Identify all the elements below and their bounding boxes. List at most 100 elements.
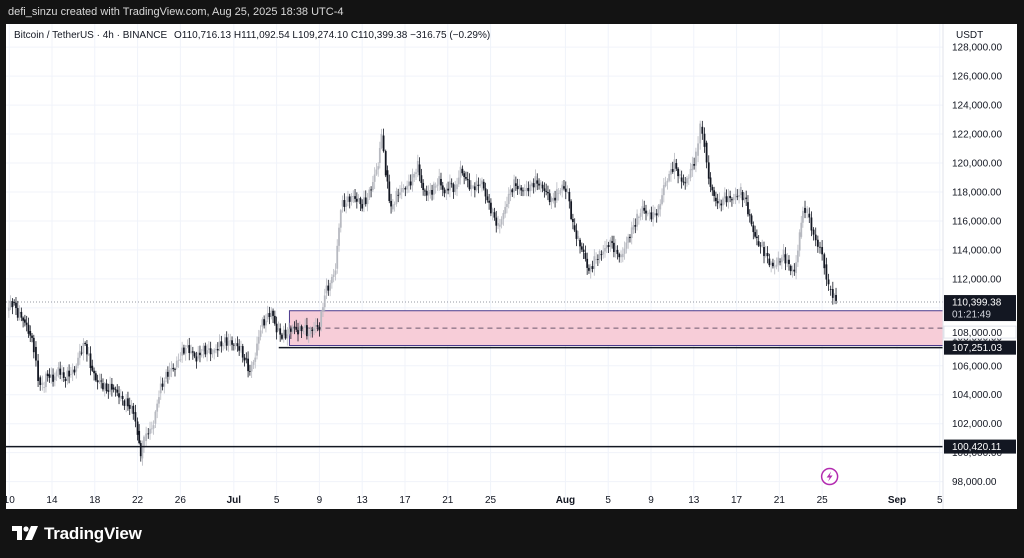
candle-body [69, 374, 72, 375]
candle-body [161, 383, 164, 387]
candle-body [15, 302, 17, 309]
candle-body [145, 433, 148, 442]
candle-body [154, 411, 157, 424]
x-tick-label: 9 [648, 495, 654, 506]
candle-body [390, 200, 392, 207]
candle-body [268, 313, 271, 318]
candle-body [177, 360, 180, 362]
candle-body [621, 253, 624, 258]
candle-body [752, 225, 755, 233]
candle-body [711, 186, 714, 191]
candle-body [507, 193, 510, 204]
author-caption: defi_sinzu created with TradingView.com,… [8, 6, 344, 18]
candle-body [550, 198, 553, 203]
candle-body [128, 404, 131, 409]
candle-body [23, 319, 26, 323]
candle-body [105, 383, 108, 392]
candle-body [757, 241, 760, 246]
candle-body [304, 325, 307, 329]
candle-body [798, 232, 801, 251]
candle-body [89, 353, 92, 368]
candle-body [768, 258, 771, 266]
brand[interactable]: TradingView [12, 523, 142, 545]
candle-body [821, 247, 824, 255]
candle-body [322, 307, 324, 312]
candle-body [438, 176, 441, 185]
candle-body [263, 319, 266, 326]
candle-body [593, 256, 596, 269]
candle-body [279, 328, 282, 335]
candle-body [595, 259, 597, 261]
candle-body [364, 197, 367, 205]
candle-body [297, 329, 299, 335]
candle-body [248, 371, 251, 372]
candle-body [495, 217, 498, 226]
y-tick-label: 114,000.00 [952, 245, 1002, 256]
candle-body [284, 329, 287, 339]
candle-body [395, 190, 398, 204]
y-tick-label: 98,000.00 [952, 477, 997, 488]
candle-body [240, 346, 242, 347]
candle-body [391, 204, 394, 210]
candle-body [147, 433, 150, 435]
candle-body [175, 360, 178, 368]
candle-body [686, 178, 688, 184]
candle-body [338, 227, 340, 246]
candle-body [416, 160, 419, 173]
candle-body [121, 395, 124, 399]
candle-body [18, 311, 21, 314]
candle-body [573, 225, 576, 231]
candle-body [441, 185, 444, 190]
candle-body [598, 250, 601, 260]
candle-body [720, 203, 723, 206]
x-tick-label: 21 [442, 495, 454, 506]
candle-body [657, 205, 660, 216]
candle-body [477, 184, 480, 186]
currency-label[interactable]: USDT [956, 30, 983, 41]
candlestick-chart[interactable]: 98,000.00100,000.00102,000.00104,000.001… [6, 24, 1017, 509]
candle-body [188, 345, 191, 354]
candle-body [132, 405, 135, 414]
candle-body [729, 195, 732, 199]
symbol-legend[interactable]: Bitcoin / TetherUS · 4h · BINANCE [14, 30, 168, 41]
time-axis[interactable]: 10 14 18 22 26 Jul 5 9 13 17 21 25 Aug 5 9 13 17 21 25 Sep 5 [6, 495, 943, 506]
candle-body [45, 373, 47, 388]
candle-body [812, 229, 815, 235]
x-tick-label: 14 [46, 495, 58, 506]
candle-body [116, 389, 119, 393]
candle-body [57, 367, 60, 372]
candle-body [705, 142, 708, 163]
candle-body [786, 259, 789, 264]
candle-body [490, 202, 492, 214]
candle-body [339, 210, 342, 228]
y-tick-label: 120,000.00 [952, 159, 1002, 170]
candle-body [64, 378, 67, 381]
x-tick-label: 5 [937, 495, 943, 506]
candle-body [68, 370, 71, 377]
candle-body [281, 334, 283, 339]
candle-body [93, 370, 95, 374]
candle-body [788, 259, 790, 265]
candle-body [136, 421, 139, 435]
candle-body [112, 387, 115, 390]
candle-body [382, 135, 385, 152]
candle-body [703, 133, 706, 147]
candle-body [541, 184, 544, 189]
candle-body [273, 315, 276, 324]
candle-body [445, 188, 448, 194]
y-tick-label: 106,000.00 [952, 361, 1002, 372]
lightning-circle-icon[interactable] [820, 467, 839, 486]
candle-body [397, 194, 400, 196]
x-tick-label: 13 [357, 495, 369, 506]
candle-body [334, 270, 337, 275]
candle-body [399, 192, 401, 196]
candle-body [536, 180, 539, 184]
candle-body [134, 412, 137, 422]
candle-body [682, 181, 685, 183]
candle-body [200, 354, 203, 356]
candle-body [714, 197, 717, 202]
candle-body [420, 175, 423, 183]
chart-panel[interactable]: 98,000.00 100,000.00 102,000.00 104,000.00 1… [6, 24, 1017, 509]
candle-body [829, 289, 832, 290]
candle-body [791, 269, 794, 272]
